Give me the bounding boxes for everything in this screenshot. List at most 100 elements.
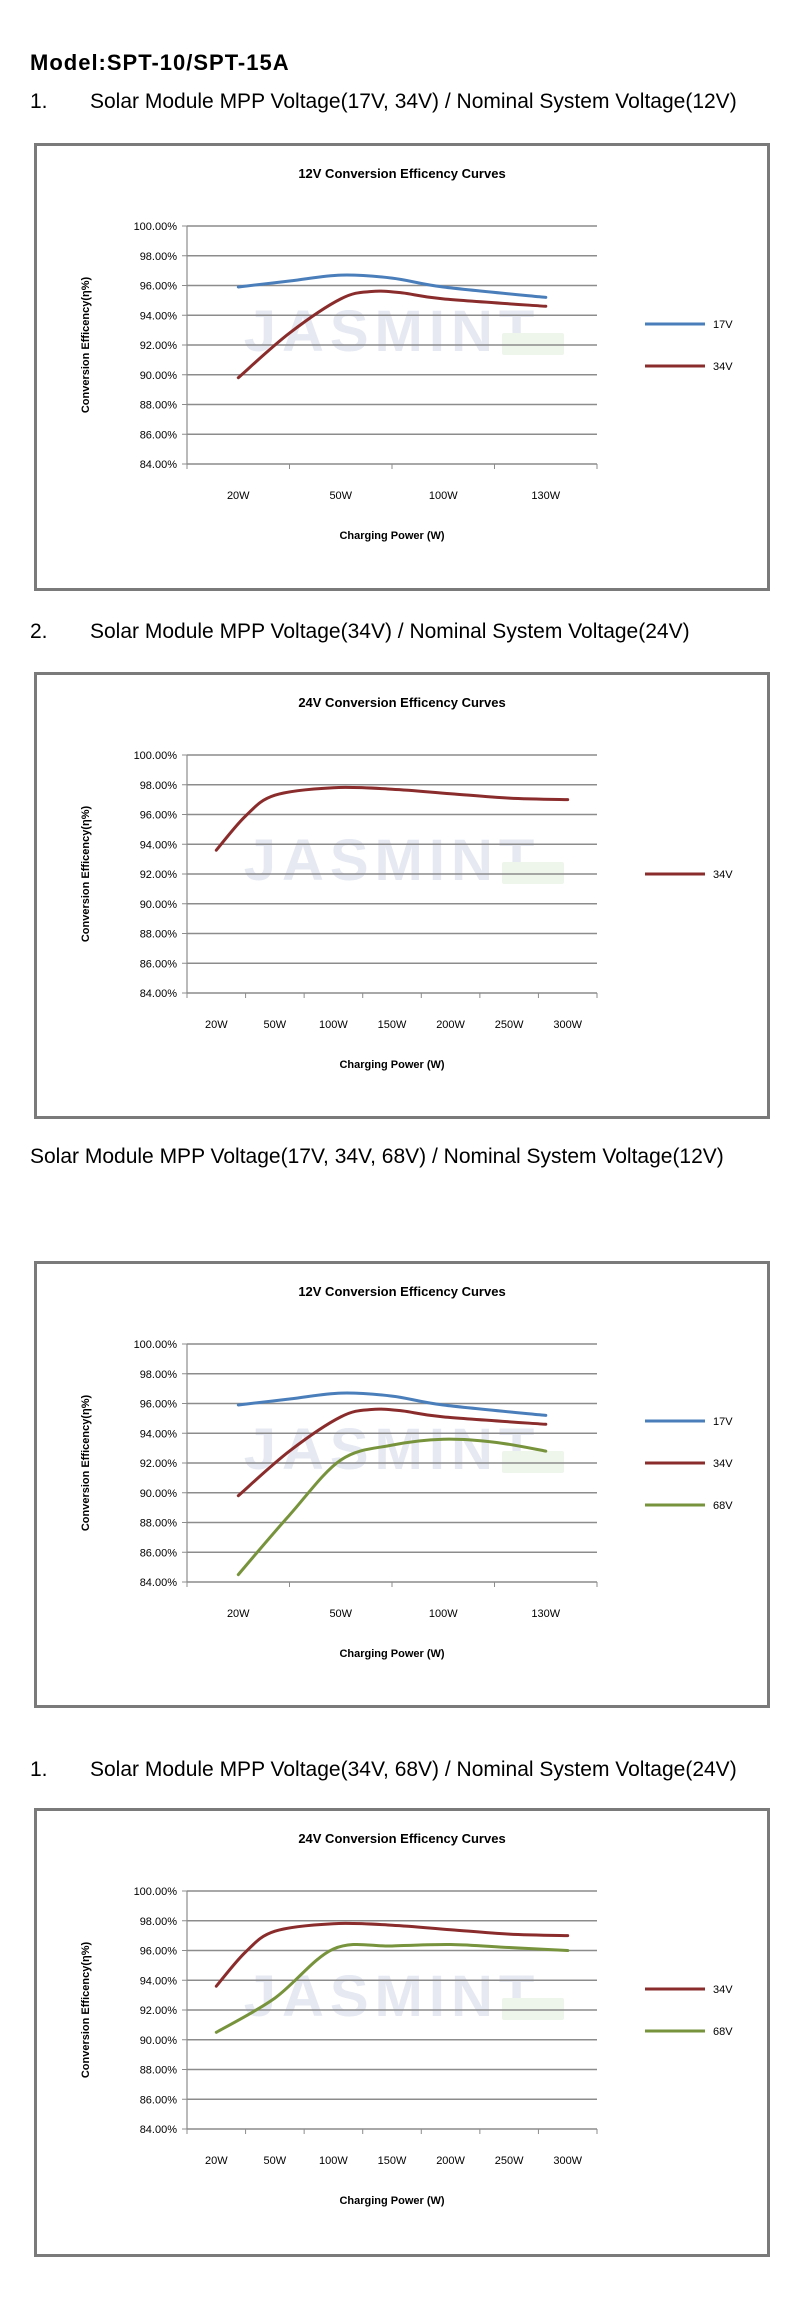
- x-tick-label: 20W: [227, 490, 250, 502]
- efficiency-chart: JASMINT 12V Conversion Efficency Curves 10…: [80, 166, 733, 542]
- watermark-logo: [502, 333, 564, 355]
- watermark-text: JASMINT: [244, 828, 541, 893]
- y-tick-label: 88.00%: [140, 1518, 178, 1530]
- y-tick-label: 96.00%: [140, 810, 178, 822]
- y-tick-label: 98.00%: [140, 780, 178, 792]
- x-tick-label: 20W: [227, 1608, 250, 1620]
- y-tick-label: 90.00%: [140, 370, 178, 382]
- x-tick-label: 200W: [436, 1019, 465, 1031]
- y-tick-label: 92.00%: [140, 2005, 178, 2017]
- legend-label: 34V: [713, 1984, 733, 1996]
- x-tick-label: 250W: [495, 1019, 524, 1031]
- section-number: 1.: [30, 1758, 48, 1781]
- x-tick-label: 100W: [319, 1019, 348, 1031]
- chart-panel: JASMINT 12V Conversion Efficency Curves 10…: [34, 1261, 770, 1708]
- watermark-logo: [502, 862, 564, 884]
- series-line-68V: [236, 1437, 548, 1577]
- y-tick-label: 94.00%: [140, 1975, 178, 1987]
- x-axis-label: Charging Power (W): [339, 530, 444, 542]
- y-tick-label: 92.00%: [140, 1458, 178, 1470]
- x-tick-label: 300W: [553, 2155, 582, 2167]
- chart-title: 24V Conversion Efficency Curves: [298, 695, 505, 710]
- y-tick-label: 96.00%: [140, 1946, 178, 1958]
- section-heading: 2. Solar Module MPP Voltage(34V) / Nomina…: [30, 620, 690, 644]
- x-tick-label: 100W: [319, 2155, 348, 2167]
- series-line-68V: [214, 1942, 570, 2034]
- x-tick-label: 20W: [205, 2155, 228, 2167]
- y-tick-label: 98.00%: [140, 1916, 178, 1928]
- legend-label: 34V: [713, 361, 733, 373]
- y-axis-label: Conversion Efficency(η%): [80, 1942, 92, 2079]
- section-number: 1.: [30, 90, 48, 113]
- y-tick-label: 84.00%: [140, 459, 178, 471]
- x-tick-label: 50W: [264, 2155, 287, 2167]
- series-line-34V: [214, 785, 570, 852]
- y-tick-label: 100.00%: [134, 1339, 178, 1351]
- watermark-logo: [502, 1451, 564, 1473]
- y-tick-label: 98.00%: [140, 1369, 178, 1381]
- x-axis-label: Charging Power (W): [339, 1059, 444, 1071]
- watermark-logo: [502, 1998, 564, 2020]
- section-text: Solar Module MPP Voltage(34V) / Nominal …: [90, 620, 690, 643]
- y-tick-label: 98.00%: [140, 251, 178, 263]
- y-tick-label: 94.00%: [140, 310, 178, 322]
- y-tick-label: 92.00%: [140, 869, 178, 881]
- section-text: Solar Module MPP Voltage(17V, 34V) / Nom…: [90, 90, 737, 113]
- x-tick-label: 100W: [429, 1608, 458, 1620]
- section-heading: 1. Solar Module MPP Voltage(17V, 34V) / N…: [30, 90, 737, 114]
- y-tick-label: 88.00%: [140, 929, 178, 941]
- x-tick-label: 100W: [429, 490, 458, 502]
- series-line-34V: [236, 1407, 548, 1498]
- series-line-34V: [214, 1921, 570, 1988]
- y-tick-label: 84.00%: [140, 2124, 178, 2136]
- y-tick-label: 100.00%: [134, 750, 178, 762]
- legend-label: 17V: [713, 319, 733, 331]
- section-heading: Solar Module MPP Voltage(17V, 34V, 68V) …: [30, 1145, 724, 1169]
- x-tick-label: 50W: [329, 1608, 352, 1620]
- chart-title: 24V Conversion Efficency Curves: [298, 1831, 505, 1846]
- chart-title: 12V Conversion Efficency Curves: [298, 166, 505, 181]
- watermark-text: JASMINT: [244, 1417, 541, 1482]
- efficiency-chart: JASMINT 12V Conversion Efficency Curves 10…: [80, 1284, 733, 1660]
- y-tick-label: 96.00%: [140, 281, 178, 293]
- y-axis-label: Conversion Efficency(η%): [80, 277, 92, 414]
- chart-title: 12V Conversion Efficency Curves: [298, 1284, 505, 1299]
- legend-label: 34V: [713, 869, 733, 881]
- x-tick-label: 300W: [553, 1019, 582, 1031]
- x-axis-label: Charging Power (W): [339, 2195, 444, 2207]
- y-tick-label: 100.00%: [134, 221, 178, 233]
- x-tick-label: 130W: [531, 1608, 560, 1620]
- y-tick-label: 96.00%: [140, 1399, 178, 1411]
- section-text: Solar Module MPP Voltage(17V, 34V, 68V) …: [30, 1145, 724, 1168]
- legend-label: 17V: [713, 1416, 733, 1428]
- chart-panel: JASMINT 12V Conversion Efficency Curves 10…: [34, 143, 770, 591]
- y-tick-label: 90.00%: [140, 2035, 178, 2047]
- y-tick-label: 94.00%: [140, 839, 178, 851]
- y-tick-label: 100.00%: [134, 1886, 178, 1898]
- watermark-text: JASMINT: [244, 299, 541, 364]
- x-tick-label: 50W: [329, 490, 352, 502]
- y-tick-label: 90.00%: [140, 1488, 178, 1500]
- x-axis-label: Charging Power (W): [339, 1648, 444, 1660]
- section-number: 2.: [30, 620, 48, 643]
- series-line-34V: [236, 289, 548, 380]
- y-axis-label: Conversion Efficency(η%): [80, 1395, 92, 1532]
- y-tick-label: 86.00%: [140, 2094, 178, 2106]
- x-tick-label: 130W: [531, 490, 560, 502]
- legend-label: 34V: [713, 1458, 733, 1470]
- x-tick-label: 150W: [378, 2155, 407, 2167]
- y-tick-label: 92.00%: [140, 340, 178, 352]
- y-tick-label: 88.00%: [140, 2065, 178, 2077]
- x-tick-label: 200W: [436, 2155, 465, 2167]
- watermark-text: JASMINT: [244, 1964, 541, 2029]
- y-tick-label: 88.00%: [140, 400, 178, 412]
- y-tick-label: 94.00%: [140, 1428, 178, 1440]
- model-title: Model:SPT-10/SPT-15A: [30, 50, 290, 75]
- y-axis-label: Conversion Efficency(η%): [80, 806, 92, 943]
- legend-label: 68V: [713, 1500, 733, 1512]
- y-tick-label: 86.00%: [140, 1547, 178, 1559]
- x-tick-label: 150W: [378, 1019, 407, 1031]
- chart-panel: JASMINT 24V Conversion Efficency Curves 10…: [34, 1808, 770, 2257]
- section-heading: 1. Solar Module MPP Voltage(34V, 68V) / N…: [30, 1758, 737, 1782]
- x-tick-label: 250W: [495, 2155, 524, 2167]
